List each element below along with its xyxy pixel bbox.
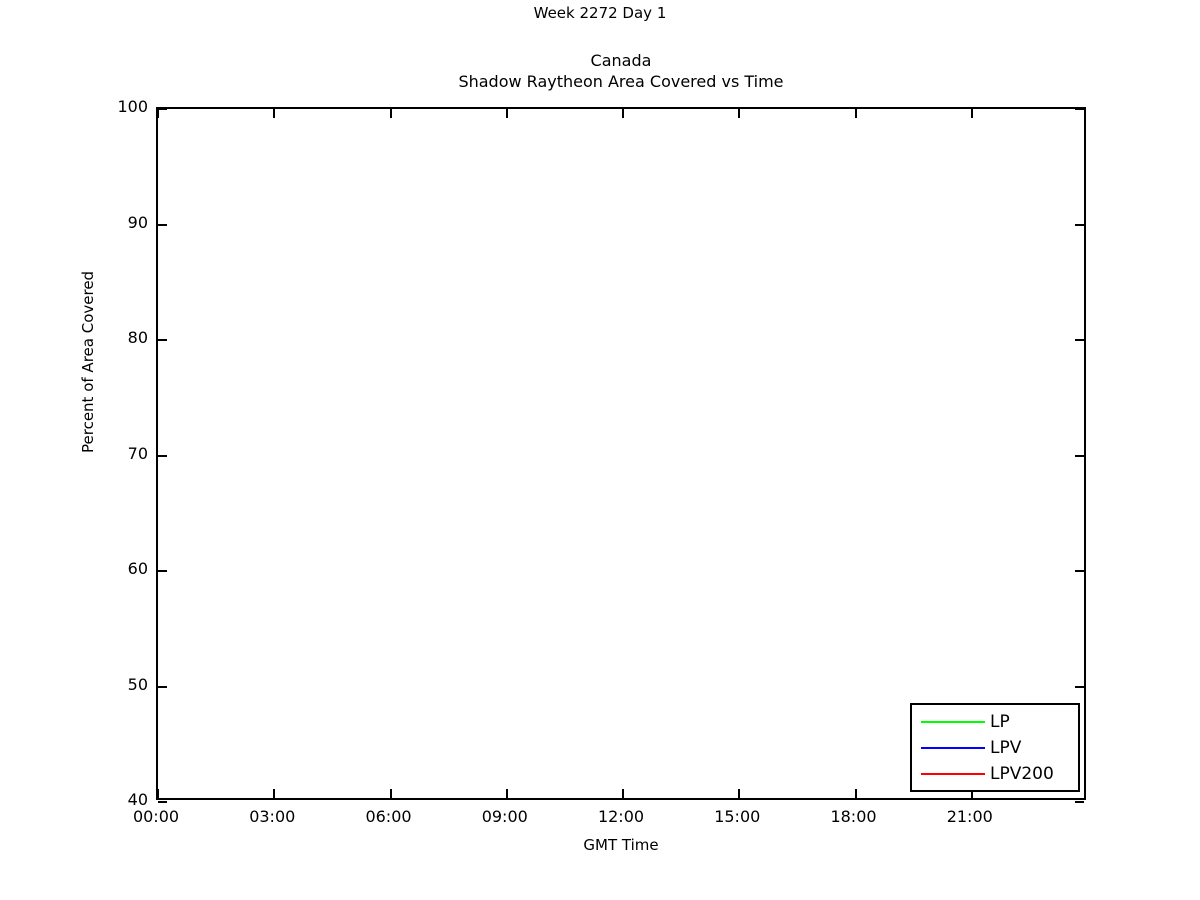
y-axis-tick xyxy=(1075,223,1084,226)
x-axis-tick xyxy=(622,109,624,118)
x-axis-tick xyxy=(854,789,857,798)
chart-legend[interactable]: LP LPV LPV200 xyxy=(910,703,1080,792)
legend-item-label: LPV xyxy=(990,737,1022,758)
x-axis-tick xyxy=(970,789,973,798)
x-axis-tick xyxy=(738,789,741,798)
x-axis-tick xyxy=(738,109,741,118)
legend-item-label: LP xyxy=(990,711,1010,732)
y-axis-tick xyxy=(158,801,167,803)
x-axis-tick-label: 03:00 xyxy=(249,807,296,826)
legend-color-swatch xyxy=(921,747,985,749)
x-axis-tick xyxy=(273,109,276,118)
legend-item[interactable]: LPV200 xyxy=(912,761,1078,787)
y-axis-tick xyxy=(1075,108,1084,110)
y-axis-tick xyxy=(1075,685,1084,688)
y-axis-tick xyxy=(1075,454,1084,457)
chart-title: Canada xyxy=(590,51,652,70)
chart-title-block: Canada Shadow Raytheon Area Covered vs T… xyxy=(156,50,1086,92)
x-axis-tick xyxy=(157,109,159,118)
x-axis-title: GMT Time xyxy=(583,836,659,854)
x-axis-tick xyxy=(970,109,973,118)
y-axis-tick xyxy=(158,339,167,341)
chart-subtitle: Shadow Raytheon Area Covered vs Time xyxy=(458,72,784,91)
y-axis-tick xyxy=(1075,570,1084,572)
y-axis-tick-label: 60 xyxy=(127,559,148,578)
x-axis-tick-label: 06:00 xyxy=(365,807,412,826)
y-axis-tick-label: 50 xyxy=(127,674,148,694)
legend-item[interactable]: LPV xyxy=(912,735,1078,761)
y-axis-tick-label: 100 xyxy=(117,97,148,116)
x-axis-tick-label: 15:00 xyxy=(714,807,761,826)
y-axis-tick xyxy=(158,108,167,110)
y-axis-tick-label: 80 xyxy=(127,328,148,347)
x-axis-tick xyxy=(389,109,392,118)
x-axis-tick xyxy=(505,789,508,798)
legend-color-swatch xyxy=(921,773,985,775)
x-axis-tick xyxy=(157,789,159,798)
y-axis-tick xyxy=(1075,801,1084,803)
legend-color-swatch xyxy=(921,721,985,723)
plot-area xyxy=(156,107,1086,803)
x-axis-tick-label: 12:00 xyxy=(597,807,645,826)
y-axis-tick-label: 90 xyxy=(127,212,148,232)
x-axis-tick xyxy=(389,789,392,798)
y-axis-tick xyxy=(158,223,167,226)
x-axis-tick-label: 21:00 xyxy=(946,807,993,826)
x-axis-tick xyxy=(505,109,508,118)
legend-item-label: LPV200 xyxy=(990,763,1054,784)
x-axis-tick xyxy=(273,789,276,798)
plot-series-canvas xyxy=(158,109,1084,798)
x-axis-tick-label: 18:00 xyxy=(830,807,877,826)
x-axis-tick xyxy=(622,789,624,798)
x-axis-tick xyxy=(854,109,857,118)
y-axis-tick-label: 70 xyxy=(127,443,148,463)
y-axis-tick-label: 40 xyxy=(127,790,148,809)
y-axis-tick xyxy=(1075,339,1084,341)
x-axis-tick-label: 09:00 xyxy=(481,807,528,826)
legend-item[interactable]: LP xyxy=(912,709,1078,735)
y-axis-tick xyxy=(158,570,167,572)
figure-week-title: Week 2272 Day 1 xyxy=(533,4,667,22)
y-axis-tick xyxy=(158,685,167,688)
x-axis-tick-label: 00:00 xyxy=(132,807,180,826)
y-axis-tick xyxy=(158,454,167,457)
